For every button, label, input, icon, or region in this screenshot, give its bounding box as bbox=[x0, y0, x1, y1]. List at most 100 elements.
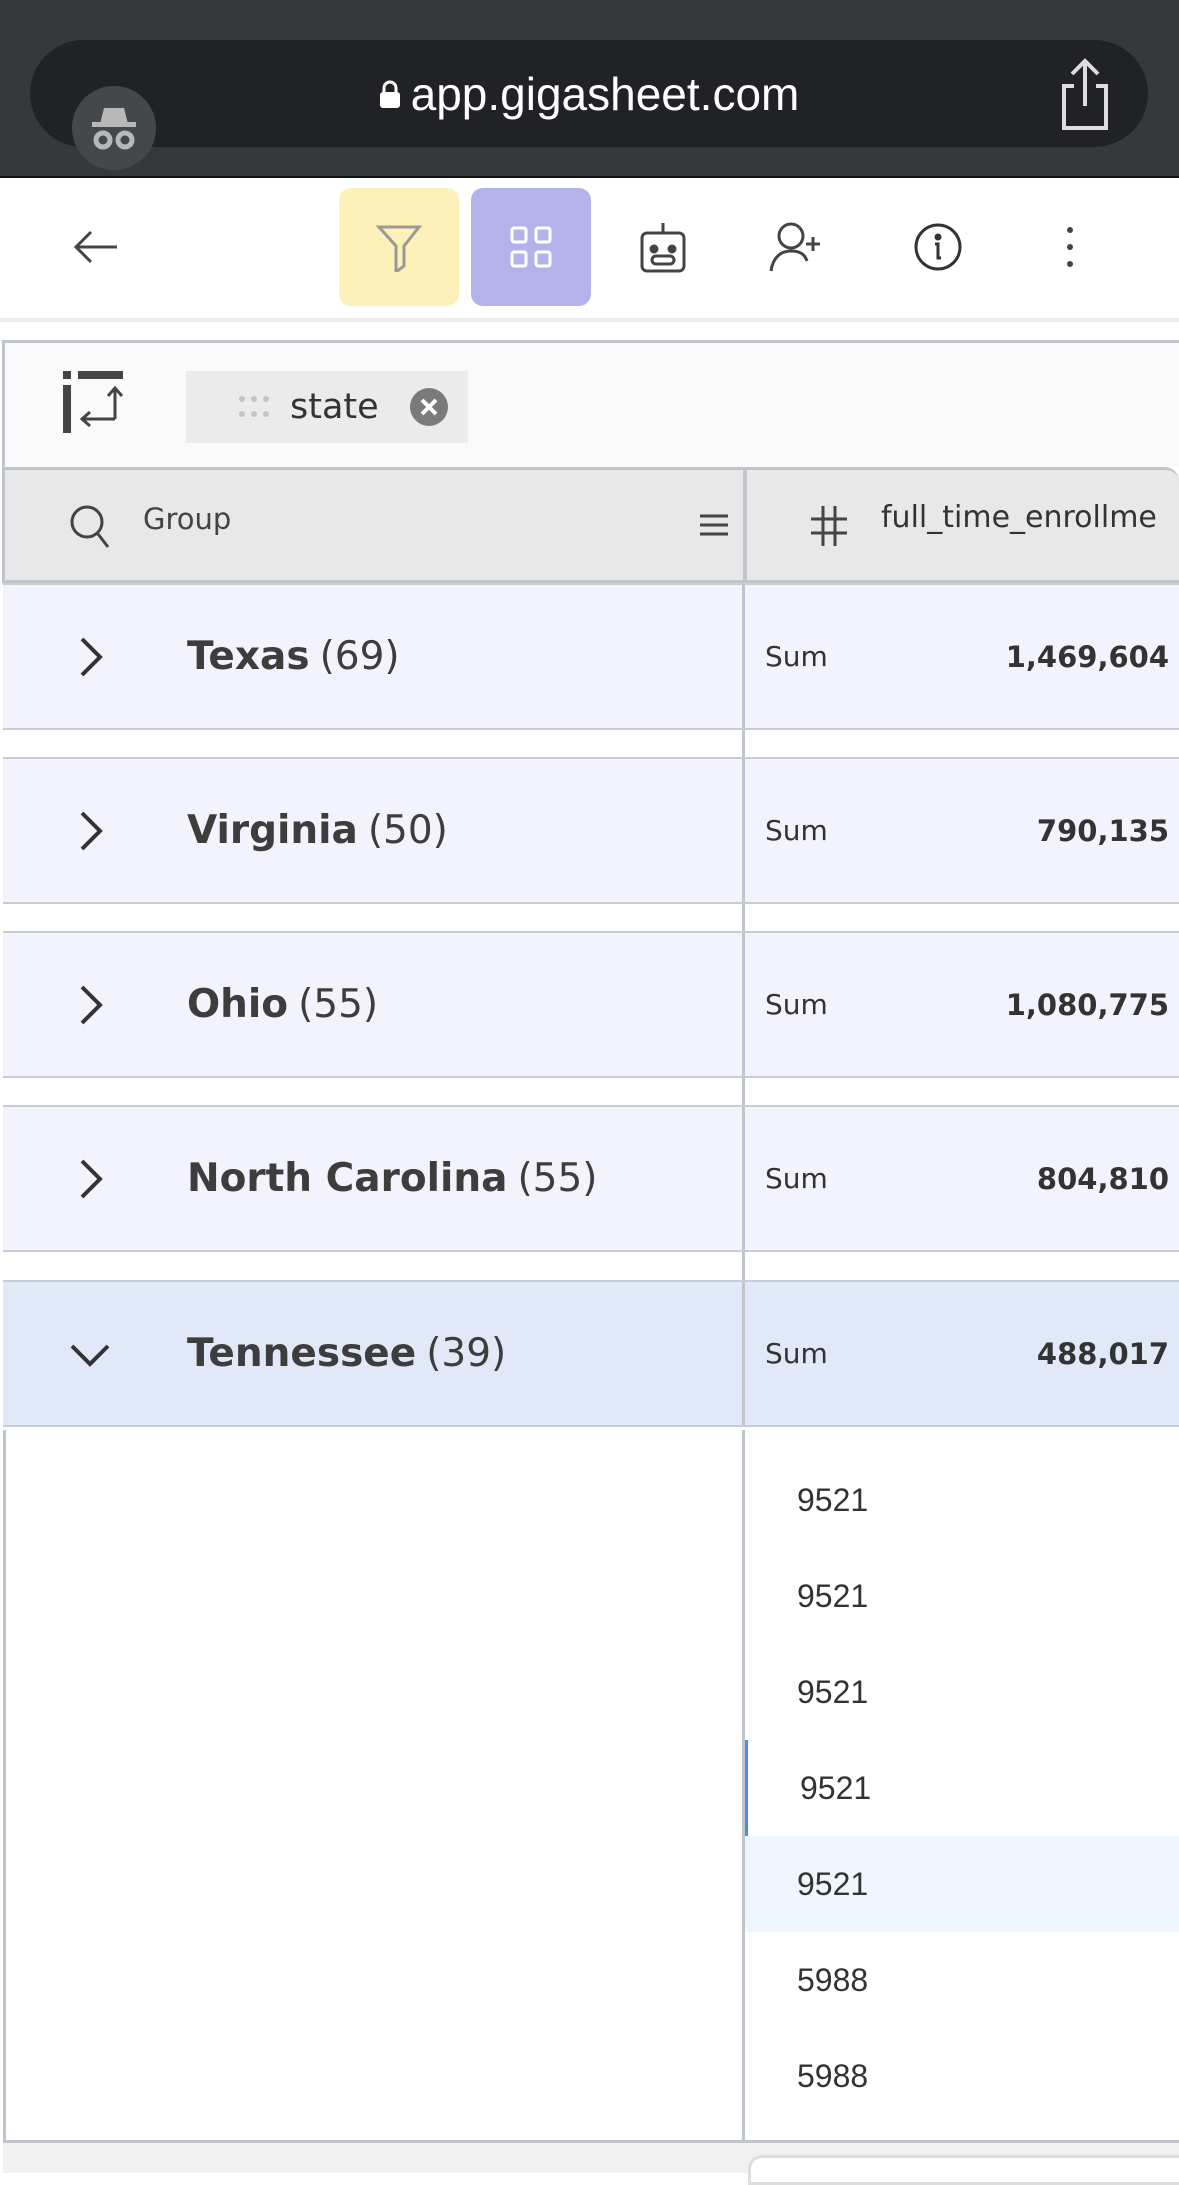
close-icon[interactable] bbox=[409, 387, 449, 427]
menu-icon[interactable] bbox=[700, 514, 728, 540]
aggregate-cell[interactable]: Sum 1,080,775 bbox=[742, 933, 1179, 1076]
aggregate-value: 1,080,775 bbox=[1005, 987, 1169, 1022]
detail-rows: 9521 9521 9521 9521 9521 5988 5988 bbox=[3, 1430, 1179, 2140]
data-row[interactable]: 5988 bbox=[745, 2028, 1179, 2124]
aggregate-cell[interactable]: Sum 488,017 bbox=[742, 1282, 1179, 1425]
chevron-right-icon[interactable] bbox=[68, 809, 112, 853]
aggregate-value: 790,135 bbox=[1036, 813, 1169, 848]
row-gap bbox=[3, 1252, 1179, 1280]
chevron-down-icon[interactable] bbox=[68, 1332, 112, 1376]
group-name: Tennessee (39) bbox=[187, 1282, 506, 1425]
group-by-bar: state bbox=[2, 340, 1179, 467]
more-button[interactable] bbox=[1010, 188, 1130, 306]
column-divider bbox=[742, 1078, 745, 1106]
group-count: (39) bbox=[426, 1331, 507, 1376]
row-gap bbox=[3, 904, 1179, 932]
footer-bar bbox=[3, 2140, 1179, 2185]
group-name: Texas (69) bbox=[187, 585, 400, 728]
aggregate-type: Sum bbox=[765, 1162, 828, 1195]
toolbar bbox=[0, 180, 1179, 322]
group-button[interactable] bbox=[471, 188, 591, 306]
group-row[interactable]: Virginia (50) Sum 790,135 bbox=[3, 757, 1179, 904]
column-header-full-time-enrollment[interactable]: full_time_enrollme bbox=[881, 500, 1157, 535]
share-user-button[interactable] bbox=[737, 188, 857, 306]
search-icon[interactable] bbox=[69, 504, 111, 554]
cell-value: 9521 bbox=[797, 1673, 869, 1710]
more-vertical-icon bbox=[1067, 227, 1073, 267]
group-header-label: Group bbox=[143, 502, 232, 536]
cell-value: 9521 bbox=[797, 1865, 869, 1902]
robot-icon bbox=[640, 223, 686, 273]
group-chip-state[interactable]: state bbox=[186, 371, 468, 443]
group-label: Virginia bbox=[187, 808, 358, 853]
cell-value: 5988 bbox=[797, 2057, 869, 2094]
group-count: (69) bbox=[319, 634, 400, 679]
incognito-icon[interactable] bbox=[72, 86, 156, 170]
group-label: Texas bbox=[187, 634, 310, 679]
data-row[interactable]: 9521 bbox=[745, 1452, 1179, 1548]
aggregate-value: 488,017 bbox=[1036, 1336, 1169, 1371]
group-count: (55) bbox=[517, 1156, 598, 1201]
funnel-icon bbox=[375, 225, 423, 272]
back-button[interactable] bbox=[36, 188, 156, 306]
chevron-right-icon[interactable] bbox=[68, 1157, 112, 1201]
group-chip-label: state bbox=[290, 387, 379, 427]
group-name: Virginia (50) bbox=[187, 759, 448, 902]
url-bar[interactable]: app.gigasheet.com bbox=[30, 40, 1148, 170]
group-row[interactable]: Ohio (55) Sum 1,080,775 bbox=[3, 931, 1179, 1078]
aggregate-type: Sum bbox=[765, 988, 828, 1021]
cell-value: 5988 bbox=[797, 1961, 869, 1998]
aggregate-value: 1,469,604 bbox=[1005, 639, 1169, 674]
column-divider bbox=[742, 730, 745, 758]
group-label: Tennessee bbox=[187, 1331, 417, 1376]
data-row[interactable]: 5988 bbox=[745, 1932, 1179, 2028]
user-plus-icon bbox=[769, 222, 820, 272]
arrow-left-icon bbox=[73, 230, 117, 264]
group-name: Ohio (55) bbox=[187, 933, 378, 1076]
footer-tab[interactable] bbox=[748, 2155, 1179, 2185]
row-gap bbox=[3, 1078, 1179, 1106]
aggregate-value: 804,810 bbox=[1036, 1161, 1169, 1196]
aggregate-cell[interactable]: Sum 1,469,604 bbox=[742, 585, 1179, 728]
aggregate-type: Sum bbox=[765, 640, 828, 673]
aggregate-type: Sum bbox=[765, 814, 828, 847]
url-label: app.gigasheet.com bbox=[410, 67, 800, 120]
aggregate-type: Sum bbox=[765, 1337, 828, 1370]
column-divider[interactable] bbox=[743, 470, 747, 580]
group-count: (55) bbox=[298, 982, 379, 1027]
group-row[interactable]: North Carolina (55) Sum 804,810 bbox=[3, 1105, 1179, 1252]
cell-value: 9521 bbox=[797, 1577, 869, 1614]
ai-assistant-button[interactable] bbox=[603, 188, 723, 306]
data-row[interactable]: 9521 bbox=[745, 1548, 1179, 1644]
data-row[interactable]: 9521 bbox=[745, 1740, 1179, 1836]
aggregate-cell[interactable]: Sum 790,135 bbox=[742, 759, 1179, 902]
column-divider bbox=[742, 1430, 745, 2140]
chevron-right-icon[interactable] bbox=[68, 983, 112, 1027]
data-row[interactable]: 9521 bbox=[745, 1836, 1179, 1932]
aggregate-cell[interactable]: Sum 804,810 bbox=[742, 1107, 1179, 1250]
drag-handle-icon[interactable] bbox=[238, 394, 272, 420]
grid-icon bbox=[510, 226, 552, 268]
url-text[interactable]: app.gigasheet.com bbox=[30, 40, 1148, 147]
row-gap bbox=[3, 730, 1179, 758]
filter-button[interactable] bbox=[339, 188, 459, 306]
share-icon[interactable] bbox=[1050, 54, 1120, 134]
group-label: North Carolina bbox=[187, 1156, 508, 1201]
column-divider bbox=[742, 904, 745, 932]
lock-icon bbox=[379, 80, 400, 108]
group-name: North Carolina (55) bbox=[187, 1107, 598, 1250]
chevron-right-icon[interactable] bbox=[68, 635, 112, 679]
group-label: Ohio bbox=[187, 982, 289, 1027]
column-header-row: Group full_time_enrollme bbox=[2, 467, 1179, 583]
info-icon bbox=[914, 223, 962, 271]
column-divider bbox=[742, 1252, 745, 1280]
browser-bar: app.gigasheet.com bbox=[0, 0, 1179, 178]
group-count: (50) bbox=[367, 808, 448, 853]
cell-value: 9521 bbox=[800, 1769, 872, 1806]
number-type-icon bbox=[811, 506, 847, 550]
info-button[interactable] bbox=[878, 188, 998, 306]
group-row[interactable]: Texas (69) Sum 1,469,604 bbox=[3, 583, 1179, 730]
pivot-toggle-icon[interactable] bbox=[63, 371, 125, 437]
group-row[interactable]: Tennessee (39) Sum 488,017 bbox=[3, 1280, 1179, 1427]
data-row[interactable]: 9521 bbox=[745, 1644, 1179, 1740]
